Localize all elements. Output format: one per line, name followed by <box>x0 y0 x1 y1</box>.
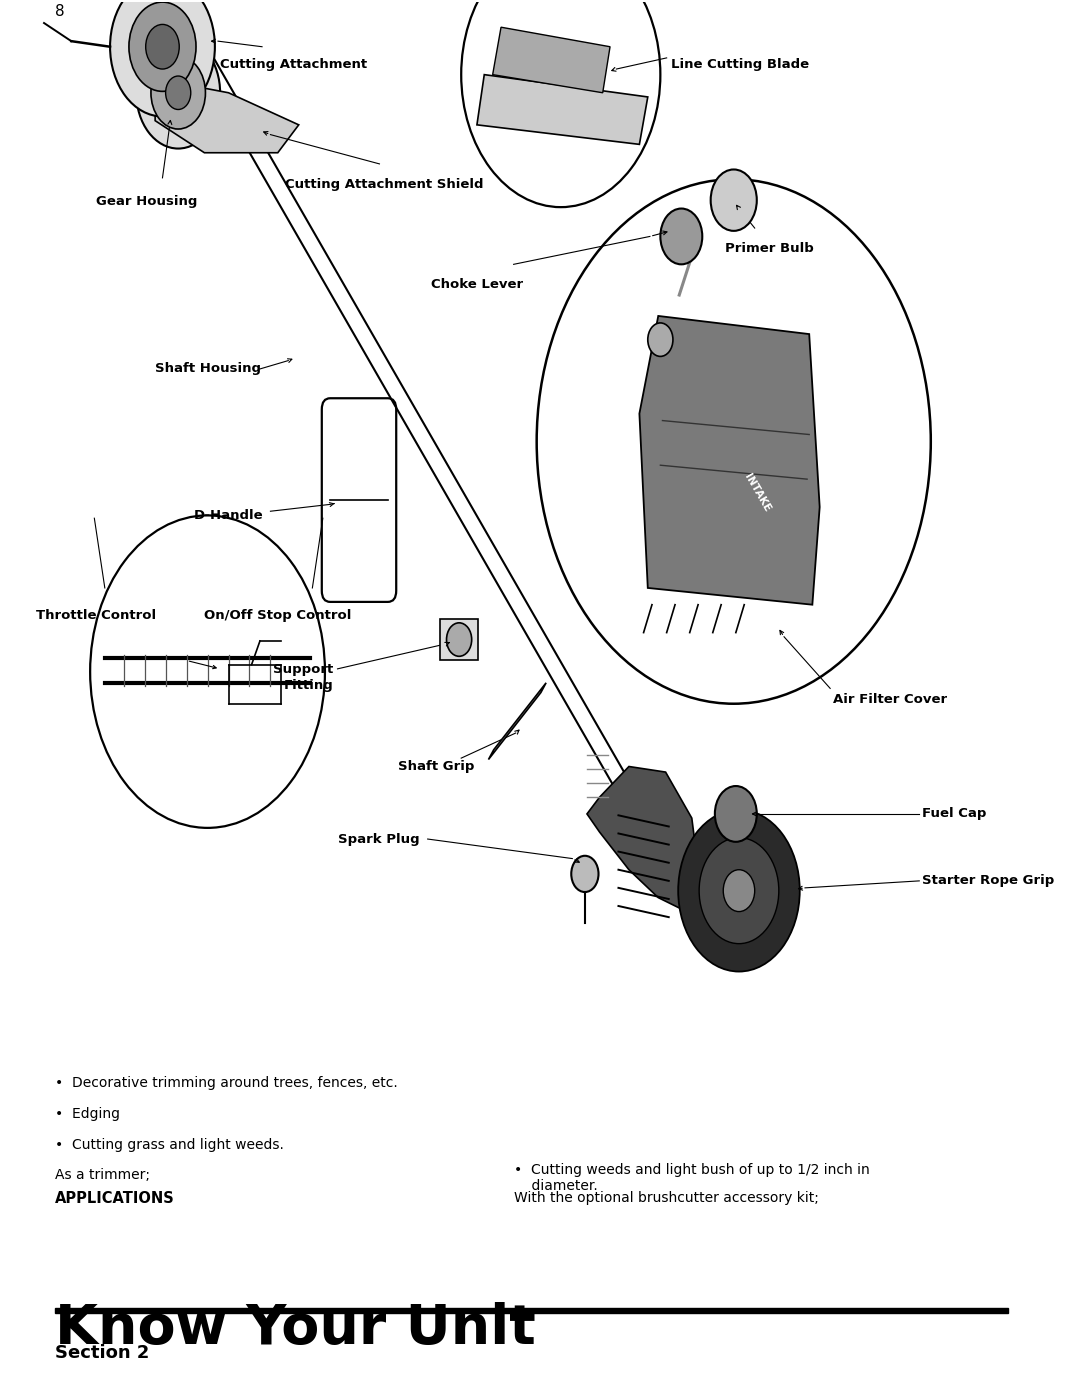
Text: Section 2: Section 2 <box>54 1344 149 1362</box>
Polygon shape <box>477 74 648 144</box>
Circle shape <box>136 36 220 148</box>
Text: •  Cutting weeds and light bush of up to 1/2 inch in
    diameter.: • Cutting weeds and light bush of up to … <box>514 1162 869 1193</box>
Text: D-Handle: D-Handle <box>194 509 264 522</box>
Circle shape <box>571 856 598 893</box>
Text: Know Your Unit: Know Your Unit <box>54 1302 536 1356</box>
Circle shape <box>699 838 779 943</box>
Circle shape <box>660 208 702 264</box>
Text: •  Edging: • Edging <box>54 1106 120 1120</box>
Text: Air Filter Cover: Air Filter Cover <box>834 693 947 705</box>
Text: INTAKE: INTAKE <box>742 472 772 514</box>
Text: Gear Housing: Gear Housing <box>96 194 198 208</box>
Text: Primer Bulb: Primer Bulb <box>726 242 814 256</box>
Text: APPLICATIONS: APPLICATIONS <box>54 1190 174 1206</box>
Circle shape <box>146 24 179 68</box>
Text: •  Cutting grass and light weeds.: • Cutting grass and light weeds. <box>54 1137 283 1151</box>
Text: Shaft Grip: Shaft Grip <box>399 760 475 773</box>
Circle shape <box>110 0 215 116</box>
Text: Choke Lever: Choke Lever <box>431 278 523 292</box>
Circle shape <box>711 169 757 231</box>
Text: Throttle Control: Throttle Control <box>37 609 157 622</box>
Circle shape <box>715 787 757 842</box>
Text: Cutting Attachment: Cutting Attachment <box>220 57 367 71</box>
Text: •  Decorative trimming around trees, fences, etc.: • Decorative trimming around trees, fenc… <box>54 1076 397 1090</box>
Text: 8: 8 <box>54 4 64 18</box>
Text: Spark Plug: Spark Plug <box>338 833 419 845</box>
Polygon shape <box>639 316 820 605</box>
Circle shape <box>151 56 205 129</box>
Text: Fuel Cap: Fuel Cap <box>922 807 987 820</box>
Text: On/Off Stop Control: On/Off Stop Control <box>204 609 351 622</box>
Text: Support
Fitting: Support Fitting <box>273 662 334 692</box>
Bar <box>54 1308 1009 1313</box>
Polygon shape <box>441 619 478 661</box>
Text: As a trimmer;: As a trimmer; <box>54 1168 149 1182</box>
Circle shape <box>129 1 195 91</box>
Text: With the optional brushcutter accessory kit;: With the optional brushcutter accessory … <box>514 1190 819 1204</box>
Circle shape <box>678 810 800 971</box>
Text: Shaft Housing: Shaft Housing <box>156 362 261 376</box>
Circle shape <box>724 870 755 912</box>
Polygon shape <box>588 767 700 912</box>
Circle shape <box>648 323 673 356</box>
Circle shape <box>446 623 472 657</box>
Text: Line Cutting Blade: Line Cutting Blade <box>671 57 809 71</box>
Polygon shape <box>492 27 610 92</box>
Circle shape <box>165 75 191 109</box>
Polygon shape <box>156 78 299 152</box>
Text: Cutting Attachment Shield: Cutting Attachment Shield <box>285 177 484 191</box>
Polygon shape <box>488 683 546 760</box>
Text: Starter Rope Grip: Starter Rope Grip <box>922 875 1055 887</box>
